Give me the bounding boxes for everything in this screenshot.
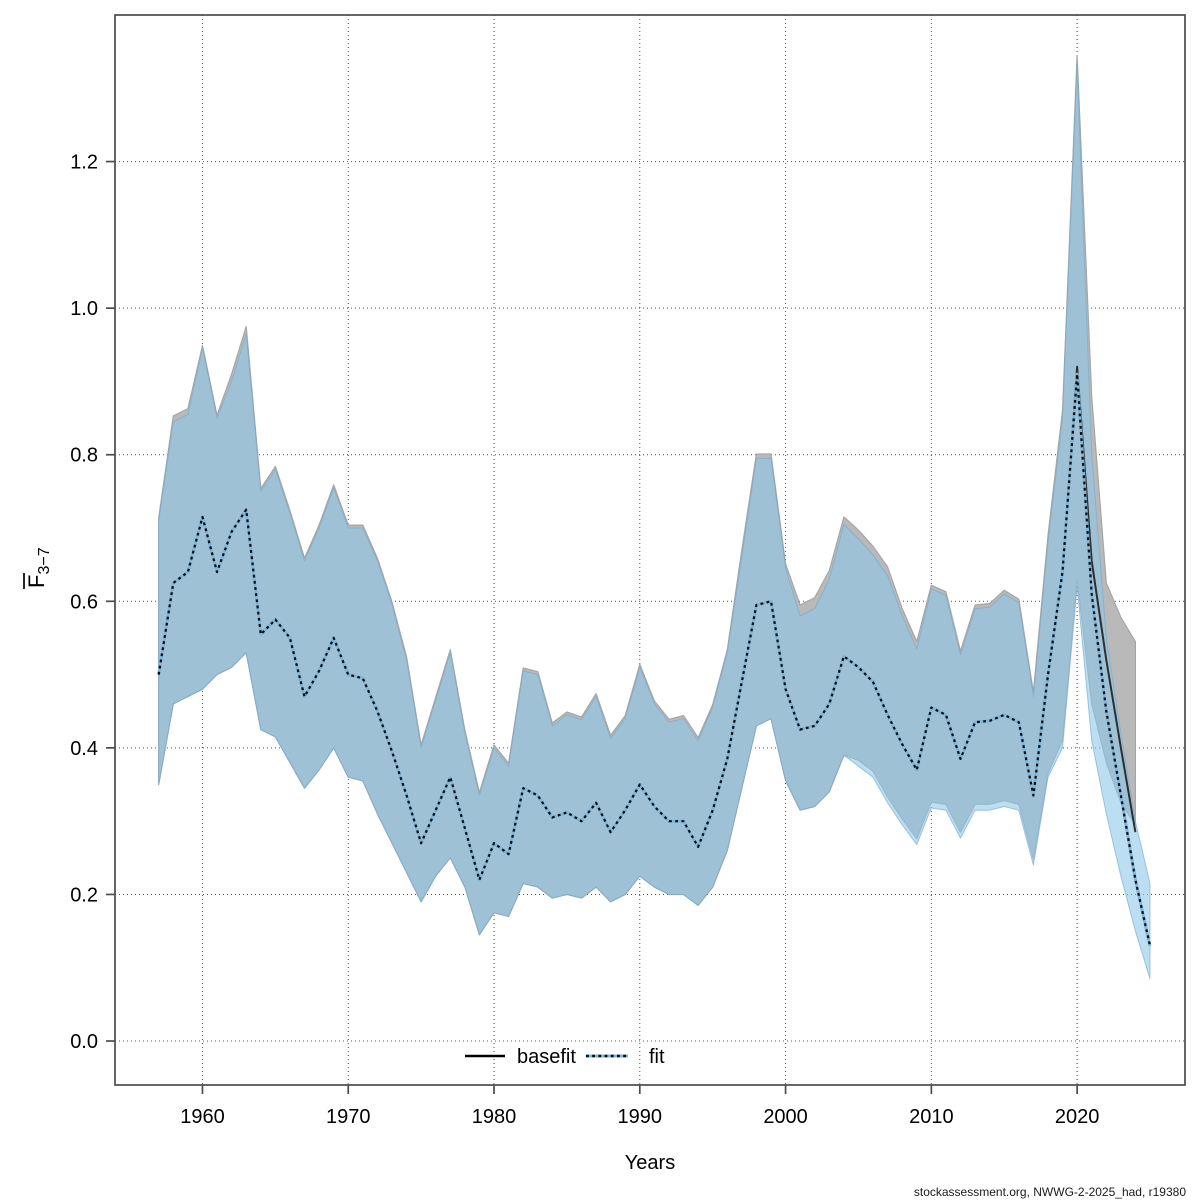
x-tick-label: 2000 [763, 1106, 808, 1128]
legend-label-basefit: basefit [517, 1046, 576, 1068]
x-tick-label: 2010 [909, 1106, 954, 1128]
y-tick-label: 0.8 [70, 445, 98, 467]
y-axis-title-text: F3−7 [24, 547, 53, 588]
y-tick-label: 1.2 [70, 152, 98, 174]
x-tick-label: 1980 [472, 1106, 517, 1128]
y-axis-title-main: F [24, 575, 49, 588]
fit-confidence-band [158, 62, 1151, 980]
y-tick-label: 0.4 [70, 738, 98, 760]
x-tick-label: 1990 [618, 1106, 663, 1128]
legend: basefit fit [465, 1046, 665, 1068]
y-tick-label: 0.0 [70, 1031, 98, 1053]
x-tick-label: 1970 [326, 1106, 371, 1128]
tick-layer: 1960 1970 1980 1990 2000 2010 2020 0.0 0.2 0.4 0.6… [70, 152, 1099, 1128]
fit-line-dashed [157, 373, 1152, 947]
line-layer [157, 365, 1152, 947]
x-tick-label: 2020 [1055, 1106, 1100, 1128]
watermark-text: stockassessment.org, NWWG-2-2025_had, r1… [914, 1185, 1186, 1199]
band-layer [158, 54, 1151, 980]
y-axis-title-subscript: 3−7 [36, 547, 53, 574]
plot-border [114, 14, 1186, 1086]
x-axis-title: Years [625, 1152, 675, 1174]
y-tick-label: 1.0 [70, 298, 98, 320]
y-tick-label: 0.2 [70, 884, 98, 906]
legend-label-fit: fit [649, 1046, 665, 1068]
y-axis-title: F3−7 [23, 547, 53, 589]
x-tick-label: 1960 [180, 1106, 225, 1128]
y-tick-label: 0.6 [70, 591, 98, 613]
